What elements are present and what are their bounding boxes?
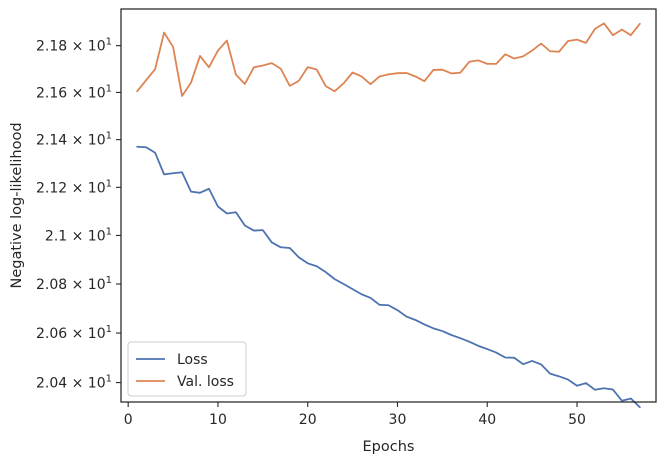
x-tick-label: 50	[568, 412, 586, 428]
series-line-loss	[136, 145, 641, 409]
legend-box	[127, 341, 247, 397]
x-axis: 0 10 20 30 40 50	[124, 402, 586, 428]
legend: Loss Val. loss	[127, 341, 247, 397]
y-tick-label: 2.18 × 101	[36, 37, 112, 55]
y-tick-label: 2.06 × 101	[36, 324, 112, 342]
plot-frame	[120, 8, 657, 403]
legend-label-val-loss: Val. loss	[177, 374, 234, 390]
legend-label-loss: Loss	[177, 352, 208, 368]
x-tick-label: 0	[124, 412, 133, 428]
y-axis: 2.04 × 101 2.06 × 101 2.08 × 101 2.1 × 101 2…	[36, 37, 121, 392]
x-tick-label: 10	[209, 412, 227, 428]
x-tick-label: 20	[299, 412, 317, 428]
y-tick-label: 2.08 × 101	[36, 275, 112, 293]
y-tick-label: 2.04 × 101	[36, 374, 112, 392]
y-axis-title: Negative log-likelihood	[9, 122, 25, 288]
x-axis-title: Epochs	[363, 439, 415, 455]
x-tick-label: 30	[389, 412, 407, 428]
series-line-val-loss	[136, 22, 641, 97]
y-tick-label: 2.16 × 101	[36, 83, 112, 101]
x-tick-label: 40	[478, 412, 496, 428]
y-tick-label: 2.1 × 101	[45, 226, 112, 244]
series-layer	[136, 22, 641, 409]
y-tick-label: 2.12 × 101	[36, 178, 112, 196]
y-tick-label: 2.14 × 101	[36, 131, 112, 149]
